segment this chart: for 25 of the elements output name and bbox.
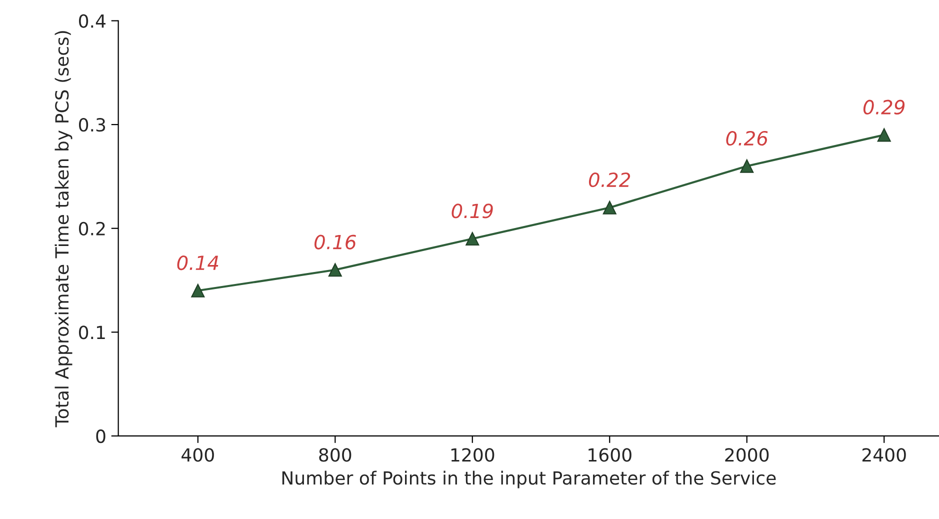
data-label: 0.19	[452, 204, 493, 218]
x-tick-label: 2000	[725, 448, 769, 462]
data-label: 0.16	[314, 234, 356, 250]
y-tick-label: 0.1	[78, 326, 105, 340]
y-tick-label: 0.3	[78, 118, 106, 132]
data-label: 0.26	[726, 130, 768, 146]
data-label: 0.22	[588, 172, 630, 188]
point	[466, 232, 480, 246]
x-tick-label: 400	[182, 448, 214, 462]
x-tick-label: 1200	[451, 448, 494, 462]
point	[877, 128, 891, 142]
y-tick-label: 0	[96, 429, 106, 444]
x-tick-label: 800	[319, 448, 352, 462]
point	[191, 284, 205, 298]
y-axis-title: Total Approximate Time taken by PCS (secs)	[54, 31, 72, 428]
x-axis-title: Number of Points in the input Parameter of the Service	[282, 470, 776, 488]
x-tick-label: 1600	[588, 448, 632, 462]
y-tick-label: 0.2	[78, 222, 105, 236]
point	[328, 263, 342, 277]
data-label: 0.29	[863, 100, 905, 115]
point	[740, 159, 754, 173]
data-label: 0.14	[177, 256, 218, 270]
point	[602, 200, 616, 214]
y-tick-label: 0.4	[78, 14, 106, 28]
x-tick-label: 2400	[862, 448, 906, 462]
